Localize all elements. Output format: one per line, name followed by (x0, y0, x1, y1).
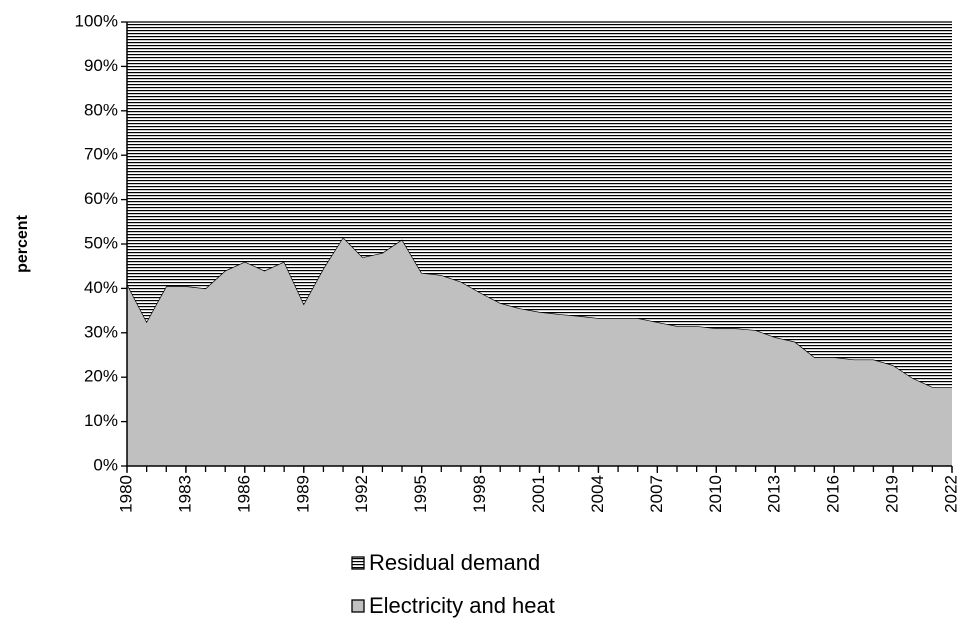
y-tick-label: 60% (84, 189, 118, 208)
y-axis-label: percent (14, 214, 31, 272)
x-tick-label: 2004 (588, 475, 607, 513)
x-tick-label: 2022 (941, 475, 960, 513)
x-tick-label: 1998 (470, 475, 489, 513)
x-tick-label: 1992 (352, 475, 371, 513)
x-tick-label: 2013 (765, 475, 784, 513)
x-tick-label: 1995 (411, 475, 430, 513)
x-tick-label: 2007 (647, 475, 666, 513)
legend-label: Residual demand (369, 550, 540, 575)
x-tick-label: 2001 (529, 475, 548, 513)
y-tick-label: 10% (84, 411, 118, 430)
legend-swatch (351, 556, 365, 570)
area-fill (127, 22, 952, 387)
y-tick-label: 20% (84, 367, 118, 386)
y-tick-label: 100% (75, 11, 118, 30)
x-tick-label: 1989 (293, 475, 312, 513)
y-tick-label: 40% (84, 278, 118, 297)
y-tick-label: 30% (84, 322, 118, 341)
y-tick-label: 70% (84, 145, 118, 164)
x-tick-label: 1980 (116, 475, 135, 513)
y-tick-label: 0% (93, 455, 118, 474)
legend-swatch (351, 599, 365, 613)
x-tick-label: 1983 (175, 475, 194, 513)
y-tick-label: 80% (84, 100, 118, 119)
legend-label: Electricity and heat (369, 593, 555, 618)
y-tick-label: 50% (84, 233, 118, 252)
y-tick-label: 90% (84, 56, 118, 75)
x-tick-label: 1986 (234, 475, 253, 513)
x-tick-label: 2019 (883, 475, 902, 513)
x-tick-label: 2016 (824, 475, 843, 513)
area-fill (127, 237, 952, 466)
x-tick-label: 2010 (706, 475, 725, 513)
